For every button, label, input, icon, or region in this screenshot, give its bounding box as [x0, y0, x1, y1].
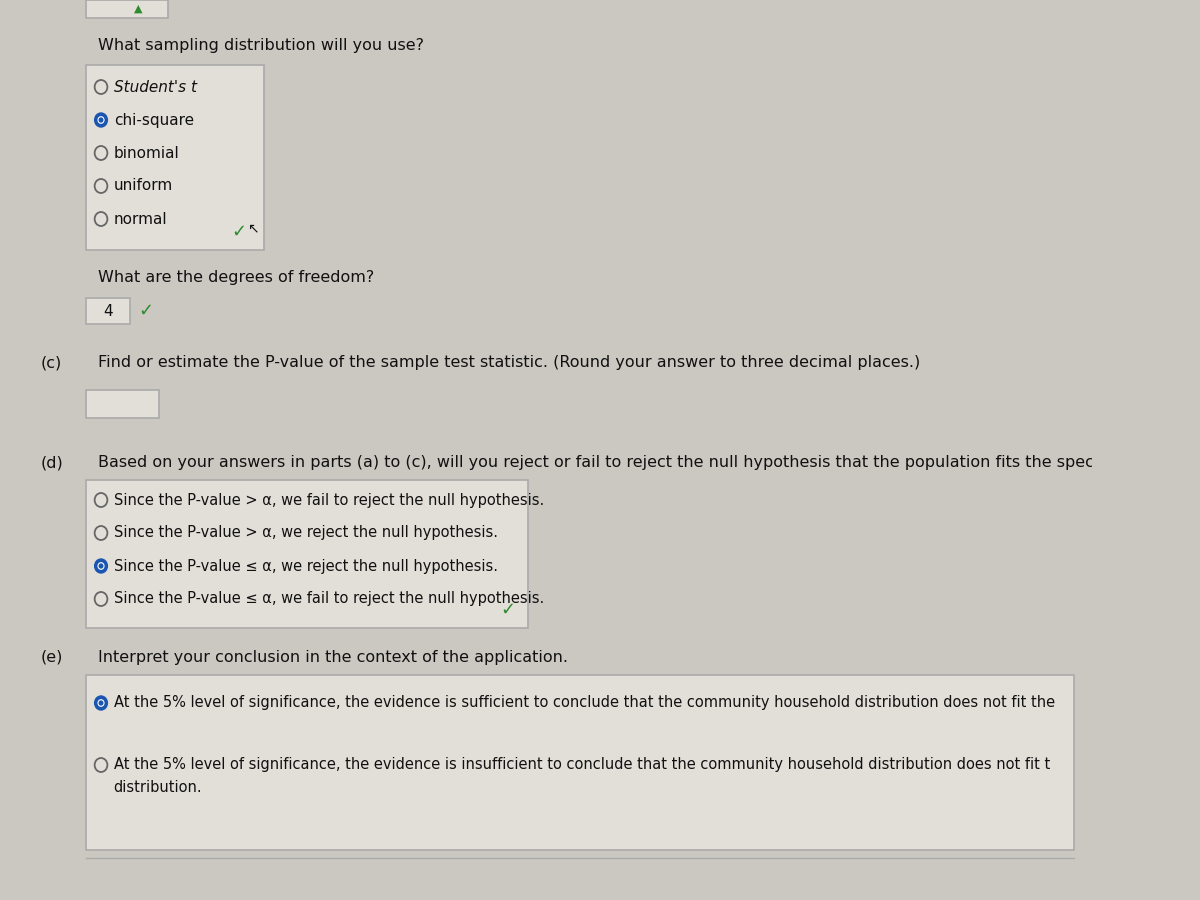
- Text: Interpret your conclusion in the context of the application.: Interpret your conclusion in the context…: [98, 650, 569, 665]
- Bar: [86, 390, 160, 418]
- Text: 4: 4: [103, 303, 113, 319]
- Circle shape: [100, 118, 103, 122]
- Circle shape: [95, 696, 107, 710]
- Text: ↖: ↖: [247, 221, 259, 235]
- Text: Based on your answers in parts (a) to (c), will you reject or fail to reject the: Based on your answers in parts (a) to (c…: [98, 455, 1157, 470]
- Bar: [86, 0, 168, 18]
- Circle shape: [98, 700, 104, 706]
- Text: uniform: uniform: [114, 178, 173, 194]
- Bar: [86, 65, 264, 250]
- Text: ✓: ✓: [230, 223, 246, 241]
- Text: (c): (c): [41, 355, 62, 370]
- Text: At the 5% level of significance, the evidence is insufficient to conclude that t: At the 5% level of significance, the evi…: [114, 758, 1050, 772]
- Text: Since the P-value ≤ α, we reject the null hypothesis.: Since the P-value ≤ α, we reject the nul…: [114, 559, 498, 573]
- Text: Since the P-value > α, we reject the null hypothesis.: Since the P-value > α, we reject the nul…: [114, 526, 498, 541]
- Text: Since the P-value > α, we fail to reject the null hypothesis.: Since the P-value > α, we fail to reject…: [114, 492, 544, 508]
- Bar: [86, 298, 130, 324]
- Circle shape: [95, 113, 107, 127]
- Text: distribution.: distribution.: [114, 779, 203, 795]
- Circle shape: [100, 564, 103, 568]
- Text: ▲: ▲: [134, 4, 143, 14]
- Text: What are the degrees of freedom?: What are the degrees of freedom?: [98, 270, 374, 285]
- Bar: [86, 675, 1074, 850]
- Text: Find or estimate the P-value of the sample test statistic. (Round your answer to: Find or estimate the P-value of the samp…: [98, 355, 920, 370]
- Text: normal: normal: [114, 212, 167, 227]
- Bar: [86, 480, 528, 628]
- Circle shape: [98, 117, 104, 123]
- Circle shape: [100, 701, 103, 705]
- Text: ✓: ✓: [500, 601, 515, 619]
- Text: Student's t: Student's t: [114, 79, 197, 94]
- Text: What sampling distribution will you use?: What sampling distribution will you use?: [98, 38, 425, 53]
- Text: (e): (e): [41, 650, 64, 665]
- Text: binomial: binomial: [114, 146, 180, 160]
- Text: (d): (d): [41, 455, 64, 470]
- Circle shape: [98, 562, 104, 569]
- Text: chi-square: chi-square: [114, 112, 194, 128]
- Circle shape: [95, 559, 107, 573]
- Text: At the 5% level of significance, the evidence is sufficient to conclude that the: At the 5% level of significance, the evi…: [114, 696, 1055, 710]
- Text: ✓: ✓: [138, 302, 154, 320]
- Text: Since the P-value ≤ α, we fail to reject the null hypothesis.: Since the P-value ≤ α, we fail to reject…: [114, 591, 544, 607]
